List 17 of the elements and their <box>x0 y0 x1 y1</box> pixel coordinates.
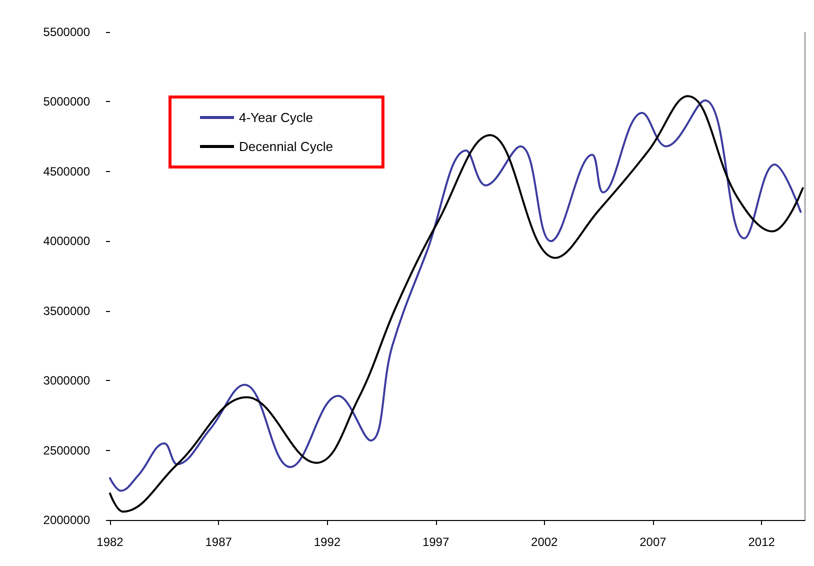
y-tick-label: 5500000 <box>43 25 90 39</box>
y-tick-label: 2500000 <box>43 443 90 458</box>
x-tick-label: 1992 <box>314 535 341 549</box>
x-tick-label: 2002 <box>531 535 558 549</box>
x-tick-label: 1997 <box>422 535 450 549</box>
y-tick-label: 2000000 <box>43 513 90 527</box>
x-tick-label: 1987 <box>205 535 232 549</box>
legend-label: Decennial Cycle <box>239 139 333 154</box>
y-tick-label: 4500000 <box>43 164 90 178</box>
y-tick-label: 4000000 <box>43 234 90 248</box>
x-tick-label: 2012 <box>748 535 776 549</box>
x-tick-label: 1982 <box>96 535 124 549</box>
y-tick-label: 3000000 <box>43 374 90 388</box>
y-tick-label: 3500000 <box>43 304 90 318</box>
x-tick-label: 2007 <box>640 535 667 549</box>
legend-label: 4-Year Cycle <box>239 110 313 125</box>
y-tick-label: 5000000 <box>43 94 90 109</box>
